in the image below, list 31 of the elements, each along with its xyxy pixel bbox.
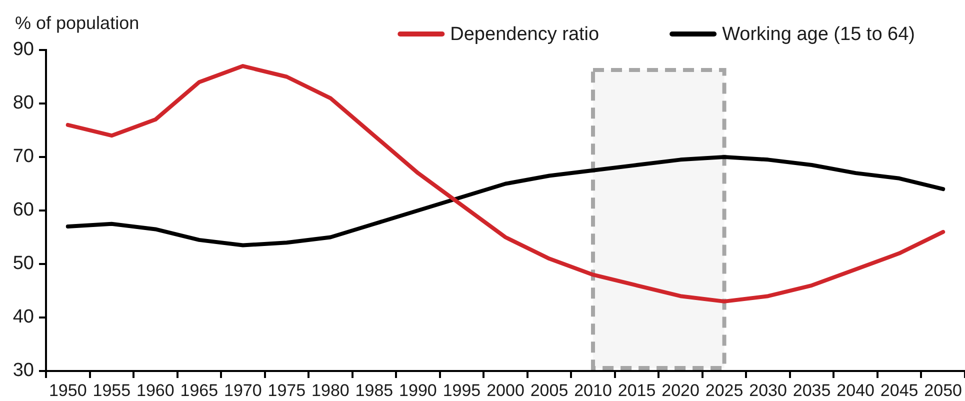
legend-label: Working age (15 to 64) xyxy=(722,24,916,46)
x-tick-label: 2050 xyxy=(924,380,962,400)
x-tick-label: 1980 xyxy=(312,380,350,400)
x-tick-label: 2035 xyxy=(792,380,831,400)
x-tick-label: 2005 xyxy=(530,380,568,400)
x-tick-label: 1990 xyxy=(399,380,437,400)
x-tick-label: 2015 xyxy=(618,380,656,400)
x-tick-label: 2030 xyxy=(749,380,787,400)
x-tick-label: 2000 xyxy=(486,380,524,400)
y-tick-label: 80 xyxy=(12,92,34,114)
x-tick-label: 2045 xyxy=(880,380,918,400)
legend-label: Dependency ratio xyxy=(450,24,600,46)
x-tick-label: 1970 xyxy=(224,380,262,400)
x-tick-label: 1960 xyxy=(136,380,174,400)
y-axis-title: % of population xyxy=(15,12,140,33)
y-tick-label: 60 xyxy=(12,200,34,221)
y-tick-label: 40 xyxy=(12,306,34,328)
x-tick-label: 1985 xyxy=(355,380,394,400)
x-tick-label: 1965 xyxy=(180,380,218,400)
x-tick-label: 2020 xyxy=(662,380,700,400)
x-tick-label: 1975 xyxy=(268,380,306,400)
x-tick-label: 2040 xyxy=(836,380,874,400)
x-tick-label: 2010 xyxy=(574,380,612,400)
y-tick-label: 90 xyxy=(12,39,34,60)
x-tick-label: 1950 xyxy=(48,380,87,400)
y-tick-label: 50 xyxy=(12,253,34,274)
x-tick-label: 1995 xyxy=(442,380,481,400)
x-tick-label: 2025 xyxy=(705,380,744,400)
x-tick-label: 1955 xyxy=(92,380,131,400)
y-tick-label: 70 xyxy=(12,146,34,168)
y-tick-label: 30 xyxy=(12,360,34,382)
